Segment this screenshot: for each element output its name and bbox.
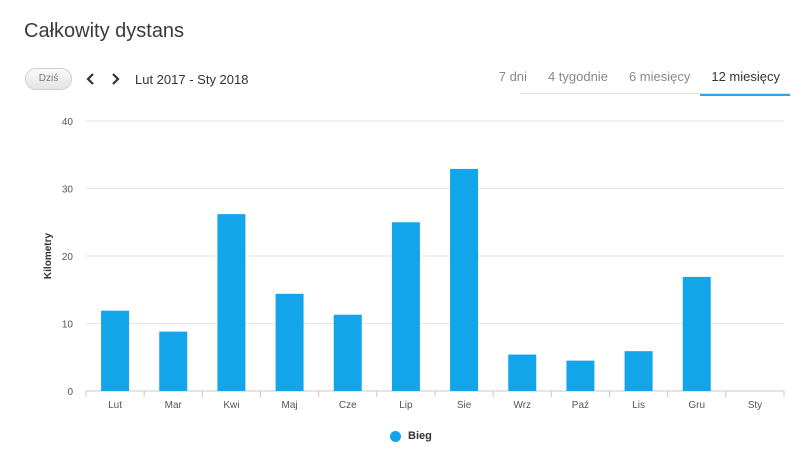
- x-tick-label: Mar: [165, 400, 183, 411]
- x-tick-label: Lut: [108, 400, 122, 411]
- bar-wrz: [508, 354, 537, 391]
- y-tick-label: 40: [62, 117, 74, 128]
- tab-4-weeks[interactable]: 4 tygodnie: [547, 69, 608, 84]
- bar-sie: [450, 168, 479, 391]
- x-tick-label: Lip: [399, 400, 413, 411]
- bar-maj: [275, 293, 304, 391]
- legend-item-bieg[interactable]: Bieg: [390, 430, 432, 442]
- tab-7-days[interactable]: 7 dni: [498, 69, 527, 84]
- date-range-label: Lut 2017 - Sty 2018: [135, 72, 249, 87]
- x-tick-label: Gru: [688, 400, 705, 411]
- x-tick-label: Maj: [282, 400, 298, 411]
- bar-gru: [682, 276, 711, 391]
- x-tick-label: Cze: [339, 400, 357, 411]
- bar-cze: [333, 314, 362, 391]
- chevron-right-icon[interactable]: [108, 71, 122, 87]
- y-tick-label: 20: [62, 252, 74, 263]
- today-button[interactable]: Dziś: [25, 68, 72, 90]
- bar-mar: [159, 331, 188, 391]
- y-axis-title: Kilometry: [43, 233, 54, 280]
- legend-dot-icon: [390, 430, 401, 442]
- period-tabs: 7 dni 4 tygodnie 6 miesięcy 12 miesięcy: [488, 62, 790, 96]
- toolbar: Dziś Lut 2017 - Sty 2018 7 dni 4 tygodni…: [0, 62, 800, 96]
- x-tick-label: Kwi: [223, 400, 239, 411]
- x-tick-label: Sty: [748, 400, 762, 411]
- legend-label: Bieg: [408, 430, 432, 442]
- bar-lut: [101, 310, 130, 391]
- x-tick-label: Sie: [457, 400, 472, 411]
- bar-paź: [566, 360, 595, 391]
- y-tick-label: 30: [62, 185, 74, 196]
- x-tick-label: Paź: [572, 400, 589, 411]
- bar-lip: [391, 222, 420, 391]
- page-title: Całkowity dystans: [24, 20, 185, 42]
- tab-6-months[interactable]: 6 miesięcy: [628, 69, 691, 84]
- bar-kwi: [217, 214, 246, 391]
- tab-12-months[interactable]: 12 miesięcy: [700, 62, 790, 96]
- x-tick-label: Wrz: [513, 400, 531, 411]
- x-tick-label: Lis: [632, 400, 645, 411]
- y-tick-label: 0: [67, 387, 73, 398]
- chevron-left-icon[interactable]: [84, 71, 98, 87]
- tabs-divider: [520, 93, 790, 94]
- bar-lis: [624, 351, 653, 391]
- y-tick-label: 10: [62, 320, 74, 331]
